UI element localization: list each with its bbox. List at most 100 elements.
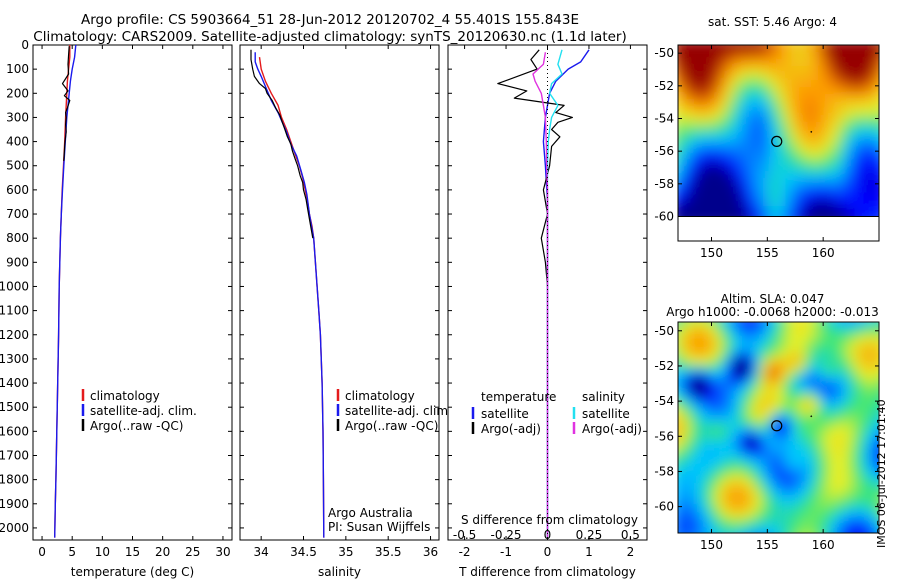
x-tick-label: 34	[254, 545, 269, 559]
legend-entry: Argo(-adj)	[481, 422, 541, 436]
map-y-tick-label: -60	[654, 500, 674, 514]
series-line-argo-raw-qc-	[61, 46, 71, 161]
y-tick-label: 2000	[0, 521, 29, 535]
y-tick-label: 600	[6, 183, 29, 197]
map-y-tick-label: -58	[654, 177, 674, 191]
panel-difference: -2 -1 0 1 2 T difference from climatology temp…	[447, 44, 648, 579]
y-tick-label: 800	[6, 231, 29, 245]
y-tick-label: 1400	[0, 376, 29, 390]
s-tick-label: 0.5	[621, 528, 640, 542]
series-group	[250, 49, 325, 538]
legend-entry: climatology	[90, 389, 160, 403]
legend-entry: satellite-adj. clim.	[90, 404, 197, 418]
x-tick-label: 0	[544, 545, 552, 559]
series-group	[54, 45, 77, 538]
float-position-marker	[771, 420, 783, 432]
map-y-tick-label: -56	[654, 144, 674, 158]
panel-frame	[239, 44, 440, 541]
map-y-tick-label: -54	[654, 394, 674, 408]
map-y-tick-label: -58	[654, 464, 674, 478]
y-tick-label: 0	[21, 38, 29, 52]
series-line-s-argo-adj-	[532, 52, 549, 538]
y-tick-label: 500	[6, 159, 29, 173]
float-position-marker	[771, 135, 783, 147]
map-x-tick-label: 150	[700, 246, 723, 260]
x-tick-label: 35.5	[375, 545, 402, 559]
annotation-text: PI: Susan Wijffels	[328, 520, 430, 534]
map-nodata	[678, 216, 879, 241]
panel-salinity: 34 34.5 35 35.5 36 salinity climatologysatelli…	[239, 44, 452, 579]
x-tick-label: 2	[627, 545, 635, 559]
y-tick-label: 100	[6, 62, 29, 76]
y-tick-label: 1200	[0, 328, 29, 342]
y-tick-label: 1900	[0, 497, 29, 511]
series-line-satellite-adj-clim-	[254, 52, 325, 538]
map-raster	[678, 45, 879, 228]
y-tick-label: 700	[6, 207, 29, 221]
legend-entry: climatology	[345, 389, 415, 403]
x-axis-label: temperature (deg C)	[71, 565, 194, 579]
y-tick-label: 1500	[0, 400, 29, 414]
series-line-satellite-adj-clim-	[54, 45, 77, 538]
y-tick-label: 1800	[0, 473, 29, 487]
s-tick-label: 0	[544, 528, 552, 542]
y-tick-label: 1700	[0, 448, 29, 462]
map-title: sat. SST: 5.46 Argo: 4	[708, 15, 837, 29]
legend-entry: Argo(-adj)	[582, 422, 642, 436]
x-tick-label: 0	[38, 545, 46, 559]
map-panel-1: 150 155 160 -50 -52 -54 -56 -58 -60 sat. SST: 5.4…	[654, 15, 880, 260]
x-tick-label: 1	[585, 545, 593, 559]
figure-title-line2: Climatology: CARS2009. Satellite-adjuste…	[33, 29, 627, 45]
y-tick-label: 200	[6, 86, 29, 100]
series-group	[497, 49, 590, 538]
y-tick-label: 400	[6, 135, 29, 149]
map-y-tick-label: -52	[654, 79, 674, 93]
panel-frame	[32, 44, 233, 541]
x-tick-label: -1	[500, 545, 512, 559]
y-tick-label: 1000	[0, 279, 29, 293]
x-tick-label: 20	[155, 545, 170, 559]
x-axis-label: salinity	[318, 565, 361, 579]
x-tick-label: 10	[95, 545, 110, 559]
y-tick-label: 1600	[0, 424, 29, 438]
x-tick-label: 15	[125, 545, 140, 559]
x-tick-label: 35	[338, 545, 353, 559]
map-y-tick-label: -56	[654, 429, 674, 443]
x-tick-label: 25	[185, 545, 200, 559]
map-frame	[677, 44, 880, 242]
map-x-tick-label: 160	[812, 538, 835, 552]
map-y-tick-label: -60	[654, 210, 674, 224]
map-title: Altim. SLA: 0.047	[721, 292, 825, 306]
map-y-tick-label: -52	[654, 359, 674, 373]
x-tick-label: 34.5	[290, 545, 317, 559]
legend-entry: satellite	[481, 407, 529, 421]
s-tick-label: -0.25	[491, 528, 522, 542]
map-subtitle: Argo h1000: -0.0068 h2000: -0.013	[666, 305, 879, 319]
map-y-tick-label: -50	[654, 324, 674, 338]
legend-entry: satellite-adj. clim.	[345, 404, 452, 418]
y-tick-label: 1300	[0, 352, 29, 366]
x-tick-label: 30	[215, 545, 230, 559]
map-y-tick-label: -54	[654, 112, 674, 126]
map-x-tick-label: 150	[700, 538, 723, 552]
map-x-tick-label: 155	[756, 538, 779, 552]
s-axis-label: S difference from climatology	[461, 513, 638, 527]
map-raster	[678, 322, 879, 533]
figure-title-line1: Argo profile: CS 5903664_51 28-Jun-2012 …	[81, 12, 579, 28]
map-y-tick-label: -50	[654, 46, 674, 60]
map-panel-2: 150 155 160 -50 -52 -54 -56 -58 -60 Altim. SLA: 0…	[654, 292, 880, 552]
s-tick-label: 0.25	[576, 528, 603, 542]
y-tick-label: 1100	[0, 304, 29, 318]
legend-title-temperature: temperature	[481, 390, 556, 404]
x-tick-label: 5	[68, 545, 76, 559]
y-tick-label: 300	[6, 110, 29, 124]
series-line-argo-raw-qc-	[250, 49, 314, 239]
legend-entry: Argo(..raw -QC)	[90, 419, 183, 433]
x-tick-label: -2	[459, 545, 471, 559]
legend-title-salinity: salinity	[582, 390, 625, 404]
s-tick-label: -0.5	[453, 528, 476, 542]
float-track-mark	[810, 415, 813, 418]
map-x-tick-label: 160	[812, 246, 835, 260]
legend-entry: satellite	[582, 407, 630, 421]
